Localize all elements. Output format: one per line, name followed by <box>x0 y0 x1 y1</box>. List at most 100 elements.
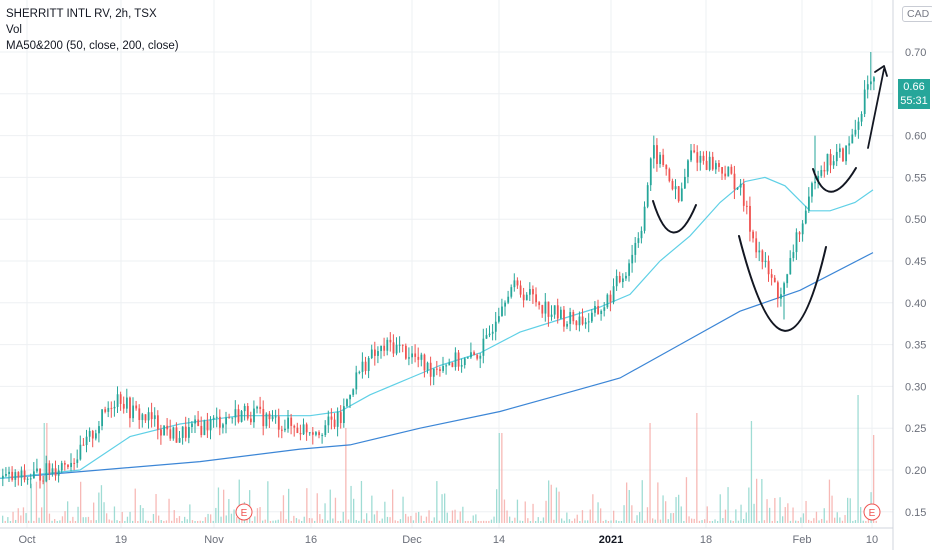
volume-bar <box>436 481 438 523</box>
volume-bar <box>298 519 300 523</box>
candle-body <box>253 408 255 423</box>
drawn-small-curve <box>812 167 857 193</box>
volume-bar <box>454 509 456 523</box>
volume-bar <box>340 520 342 523</box>
volume-bar <box>537 517 539 523</box>
volume-bar <box>113 506 116 523</box>
candle-body <box>538 302 541 306</box>
volume-bar <box>470 520 472 523</box>
candle-body <box>476 354 479 359</box>
volume-bar <box>501 433 503 523</box>
candle-body <box>274 416 277 418</box>
candle-body <box>259 406 262 409</box>
volume-bar <box>719 494 721 523</box>
time-axis-label: 19 <box>115 534 127 546</box>
volume-bar <box>873 435 875 523</box>
candle-body <box>110 407 113 409</box>
candle-body <box>107 407 110 412</box>
candle-body <box>566 323 568 327</box>
volume-bar <box>696 413 698 523</box>
candle-body <box>290 417 293 426</box>
candle-body <box>76 459 79 463</box>
volume-bar <box>194 520 196 523</box>
candle-body <box>79 444 82 460</box>
volume-bar <box>727 487 729 523</box>
volume-bar <box>691 518 693 523</box>
candle-body <box>603 307 606 311</box>
candle-body <box>829 153 832 166</box>
candle-body <box>746 205 748 207</box>
symbol-label[interactable]: SHERRITT INTL RV, 2h, TSX <box>6 8 157 20</box>
candle-body <box>798 232 801 235</box>
candle-body <box>104 409 107 412</box>
candle-body <box>318 432 320 436</box>
volume-bar <box>527 518 529 523</box>
volume-bar <box>600 508 602 523</box>
volume-bar <box>509 516 511 523</box>
volume-bar <box>776 520 779 523</box>
candle-body <box>54 468 57 476</box>
candle-body <box>739 183 742 188</box>
volume-bar <box>849 498 851 523</box>
candle-body <box>144 414 147 421</box>
candle-body <box>5 474 7 476</box>
candle-body <box>33 471 35 479</box>
candle-body <box>860 113 863 122</box>
candle-body <box>48 463 51 474</box>
time-axis-label: 2021 <box>599 534 623 546</box>
volume-bar <box>191 520 194 523</box>
volume-bar <box>753 503 755 523</box>
volume-bar <box>358 520 360 523</box>
volume-bar <box>709 520 711 523</box>
candle-body <box>181 426 184 438</box>
volume-bar <box>607 520 610 523</box>
volume-bar <box>4 520 6 523</box>
volume-bar <box>678 494 680 523</box>
volume-bar <box>529 521 532 523</box>
volume-bar <box>134 488 136 523</box>
volume-bar <box>654 519 656 523</box>
ma-indicator-label[interactable]: MA50&200 (50, close, 200, close) <box>6 40 179 52</box>
volume-bar <box>379 520 381 523</box>
price-axis-label: 0.25 <box>905 423 926 435</box>
volume-bar <box>449 520 451 523</box>
volume-bar <box>496 489 498 523</box>
candle-body <box>305 424 308 433</box>
candle-body <box>228 417 231 419</box>
volume-bar <box>711 520 714 523</box>
candle-body <box>733 173 736 190</box>
volume-indicator-label[interactable]: Vol <box>6 24 22 36</box>
volume-bar <box>165 520 168 523</box>
volume-bar <box>441 494 443 523</box>
volume-bar <box>342 511 344 523</box>
drawn-arrow-line <box>867 68 885 149</box>
volume-bar <box>308 518 311 523</box>
bar-countdown: 55:31 <box>900 95 928 107</box>
volume-bar <box>353 498 355 523</box>
volume-bar <box>680 506 682 523</box>
candle-body <box>814 181 816 184</box>
volume-bar <box>28 520 30 523</box>
candle-body <box>863 89 866 114</box>
candle-body <box>646 185 649 207</box>
volume-bar <box>498 433 500 523</box>
candle-body <box>736 187 739 190</box>
candle-body <box>516 280 519 286</box>
volume-bar <box>184 516 186 523</box>
candle-body <box>293 425 296 428</box>
volume-bar <box>171 520 173 523</box>
price-axis-label: 0.15 <box>905 507 926 519</box>
volume-bar <box>259 507 261 523</box>
volume-bar <box>217 487 220 523</box>
volume-bar <box>38 517 40 523</box>
candle-body <box>153 415 156 420</box>
candle-body <box>727 166 730 177</box>
currency-badge[interactable]: CAD <box>902 6 932 22</box>
volume-bar <box>698 520 701 523</box>
candle-body <box>773 277 776 283</box>
volume-bar <box>675 497 677 523</box>
volume-bar <box>262 520 264 523</box>
volume-bar <box>488 520 490 523</box>
